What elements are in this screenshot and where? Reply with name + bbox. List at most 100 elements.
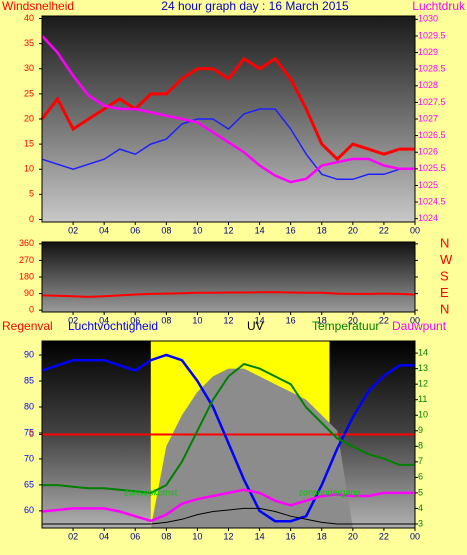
plot-background — [42, 16, 415, 222]
plot-frame — [41, 340, 416, 529]
legend-label: Luchtvochtigheid — [68, 319, 158, 333]
x-tick-label: 16 — [286, 315, 296, 325]
x-tick-label: 22 — [379, 225, 389, 235]
y2-tick-label: S — [440, 268, 449, 283]
line — [41, 35, 415, 184]
y2-tick-label: 11 — [418, 394, 427, 404]
x-tick-label: 06 — [130, 531, 140, 541]
x-tick-label: 12 — [223, 225, 233, 235]
x-tick-label: 18 — [317, 225, 327, 235]
chart-title: 24 hour graph day : 16 March 2015 — [161, 0, 349, 13]
y-axis-label: Windsnelheid — [2, 0, 74, 13]
y2-tick-label: 3 — [418, 518, 423, 528]
y-tick-label: 85 — [24, 375, 34, 385]
y2-tick-label: 1025.5 — [418, 163, 446, 173]
y2-tick-label: 1024.5 — [418, 196, 446, 206]
x-tick-label: 22 — [379, 531, 389, 541]
y-tick-label: 60 — [24, 505, 34, 515]
x-tick-label: 00 — [410, 315, 420, 325]
x-tick-label: 04 — [99, 315, 109, 325]
plot-background — [42, 242, 415, 312]
legend-label: Temperatuur — [312, 319, 379, 333]
line — [42, 507, 415, 525]
y2-tick-label: W — [440, 252, 453, 267]
y-tick-label: 75 — [24, 427, 34, 437]
x-tick-label: 10 — [192, 531, 202, 541]
y-tick-label: 15 — [24, 138, 34, 148]
y2-tick-label: 1027.5 — [418, 97, 446, 107]
y-tick-label: 90 — [24, 288, 34, 298]
area — [42, 368, 415, 528]
x-tick-label: 12 — [223, 315, 233, 325]
y-tick-label: 0 — [29, 214, 34, 224]
x-tick-label: 12 — [223, 531, 233, 541]
line — [41, 108, 415, 181]
y-tick-label: 70 — [24, 453, 34, 463]
y3-tick-label: 0 — [29, 429, 34, 439]
x-tick-label: 10 — [192, 315, 202, 325]
x-tick-label: 14 — [255, 531, 265, 541]
y-tick-label: 65 — [24, 479, 34, 489]
y-tick-label: 25 — [24, 88, 34, 98]
plot-frame — [41, 241, 416, 313]
x-tick-label: 20 — [348, 315, 358, 325]
x-tick-label: 14 — [255, 315, 265, 325]
y2-tick-label: 9 — [418, 425, 423, 435]
x-tick-label: 06 — [130, 315, 140, 325]
legend-label: Regenval — [2, 319, 53, 333]
annotation: zonsopkomst — [124, 487, 178, 497]
y-tick-label: 90 — [24, 349, 34, 359]
x-tick-label: 04 — [99, 225, 109, 235]
x-tick-label: 08 — [161, 531, 171, 541]
y2-tick-label: N — [440, 302, 449, 317]
y2-tick-label: 1026.5 — [418, 130, 446, 140]
y2-tick-label: 14 — [418, 347, 428, 357]
y2-tick-label: 4 — [418, 503, 423, 513]
plot-frame — [41, 15, 416, 223]
y-tick-label: 180 — [19, 271, 34, 281]
x-tick-label: 22 — [379, 315, 389, 325]
y-tick-label: 40 — [24, 13, 34, 23]
y-tick-label: 10 — [24, 164, 34, 174]
y-tick-label: 20 — [24, 113, 34, 123]
x-tick-label: 02 — [68, 225, 78, 235]
y2-tick-label: 1024 — [418, 213, 438, 223]
y2-tick-label: 7 — [418, 456, 423, 466]
x-tick-label: 16 — [286, 531, 296, 541]
y-tick-label: 0 — [29, 305, 34, 315]
y2-tick-label: 1029 — [418, 47, 438, 57]
x-tick-label: 08 — [161, 315, 171, 325]
x-tick-label: 00 — [410, 531, 420, 541]
line — [41, 488, 415, 523]
legend-label: UV — [247, 319, 264, 333]
y2-tick-label: 13 — [418, 363, 428, 373]
y2-tick-label: 1027 — [418, 113, 438, 123]
y2-tick-label: 1028 — [418, 80, 438, 90]
x-tick-label: 04 — [99, 531, 109, 541]
line — [41, 291, 416, 298]
y2-tick-label: 12 — [418, 379, 428, 389]
y2-tick-label: 8 — [418, 441, 423, 451]
y-tick-label: 80 — [24, 401, 34, 411]
y2-tick-label: 1025 — [418, 180, 438, 190]
y2-tick-label: 1029.5 — [418, 30, 446, 40]
legend-label: Dauwpunt — [392, 319, 447, 333]
x-tick-label: 20 — [348, 531, 358, 541]
annotation: zonsondergang — [298, 487, 360, 497]
y2-tick-label: 10 — [418, 410, 428, 420]
y2-tick-label: 6 — [418, 472, 423, 482]
x-tick-label: 08 — [161, 225, 171, 235]
x-tick-label: 02 — [68, 315, 78, 325]
y-tick-label: 270 — [19, 255, 34, 265]
x-tick-label: 20 — [348, 225, 358, 235]
line — [41, 353, 415, 523]
x-tick-label: 18 — [317, 531, 327, 541]
y-tick-label: 35 — [24, 38, 34, 48]
y2-tick-label: 1028.5 — [418, 64, 446, 74]
y2-tick-label: 1026 — [418, 147, 438, 157]
y2-tick-label: E — [440, 285, 449, 300]
y2-axis-label: Luchtdruk — [412, 0, 466, 13]
y2-tick-label: 1030 — [418, 14, 438, 24]
x-tick-label: 14 — [255, 225, 265, 235]
